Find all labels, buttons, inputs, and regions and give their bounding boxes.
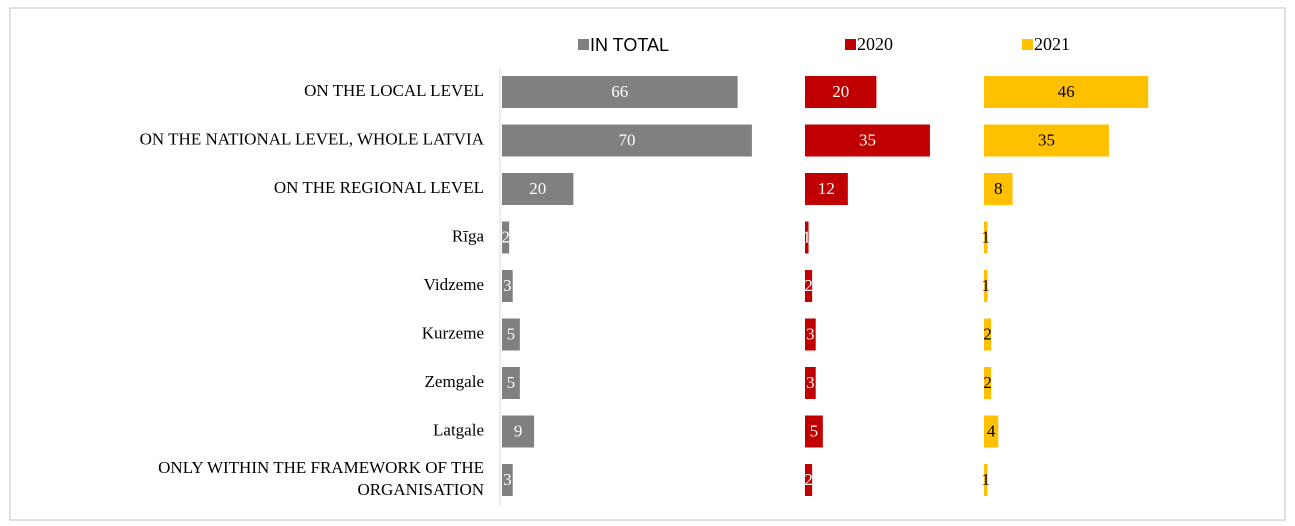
data-label: 1 (803, 227, 812, 246)
data-label: 70 (618, 130, 635, 149)
bar (502, 124, 752, 157)
bar (502, 318, 520, 351)
bar (502, 415, 535, 448)
bar (984, 76, 1149, 108)
data-label: 2 (804, 276, 813, 295)
category-label: Zemgale (425, 372, 484, 391)
data-label: 9 (514, 421, 523, 440)
bar (984, 415, 999, 448)
bar (502, 173, 574, 205)
bar (984, 318, 992, 351)
legend-swatch (578, 39, 589, 50)
legend-label: IN TOTAL (590, 35, 669, 55)
legend-swatch (1022, 39, 1033, 50)
data-label: 35 (859, 130, 876, 149)
category-label: ONLY WITHIN THE FRAMEWORK OF THE ORGANISA… (158, 458, 484, 499)
data-label: 2 (983, 373, 992, 392)
category-label: Latgale (433, 420, 484, 439)
category-label: Rīga (452, 226, 485, 245)
data-label: 5 (507, 373, 516, 392)
data-label: 3 (806, 324, 815, 343)
data-label: 35 (1038, 130, 1055, 149)
bar (502, 76, 738, 108)
category-label: ON THE NATIONAL LEVEL, WHOLE LATVIA (140, 129, 485, 148)
bar (502, 270, 513, 302)
category-label: ON THE REGIONAL LEVEL (274, 178, 484, 197)
bar (805, 270, 813, 302)
data-label: 3 (503, 276, 512, 295)
bar (805, 415, 823, 448)
bar (502, 221, 510, 254)
data-label: 1 (982, 227, 991, 246)
bar (502, 367, 520, 399)
bar (984, 173, 1013, 205)
data-label: 12 (818, 179, 835, 198)
bar (984, 464, 988, 496)
data-label: 4 (987, 421, 996, 440)
data-label: 5 (810, 421, 819, 440)
data-label: 46 (1058, 82, 1075, 101)
data-label: 66 (611, 82, 628, 101)
data-label: 3 (806, 373, 815, 392)
bar (805, 76, 877, 108)
legend-swatch (845, 39, 856, 50)
bar (984, 270, 988, 302)
data-label: 2 (983, 324, 992, 343)
bar (984, 367, 992, 399)
data-label: 3 (503, 470, 512, 489)
data-label: 1 (982, 276, 991, 295)
bar (805, 464, 813, 496)
data-label: 2 (804, 470, 813, 489)
bar (984, 221, 988, 254)
category-label: Kurzeme (422, 323, 484, 342)
data-label: 5 (507, 324, 516, 343)
bar (805, 124, 930, 157)
bar (502, 464, 513, 496)
data-label: 20 (529, 179, 546, 198)
bar (805, 221, 809, 254)
bar (984, 124, 1109, 157)
category-label: ON THE LOCAL LEVEL (304, 81, 484, 100)
data-label: 20 (832, 82, 849, 101)
bar (805, 318, 816, 351)
legend-label: 2020 (857, 34, 893, 54)
bar (805, 173, 848, 205)
data-label: 2 (501, 227, 510, 246)
bar (805, 367, 816, 399)
data-label: 8 (994, 179, 1003, 198)
data-label: 1 (982, 470, 991, 489)
legend-label: 2021 (1034, 34, 1070, 54)
category-label: Vidzeme (424, 275, 484, 294)
